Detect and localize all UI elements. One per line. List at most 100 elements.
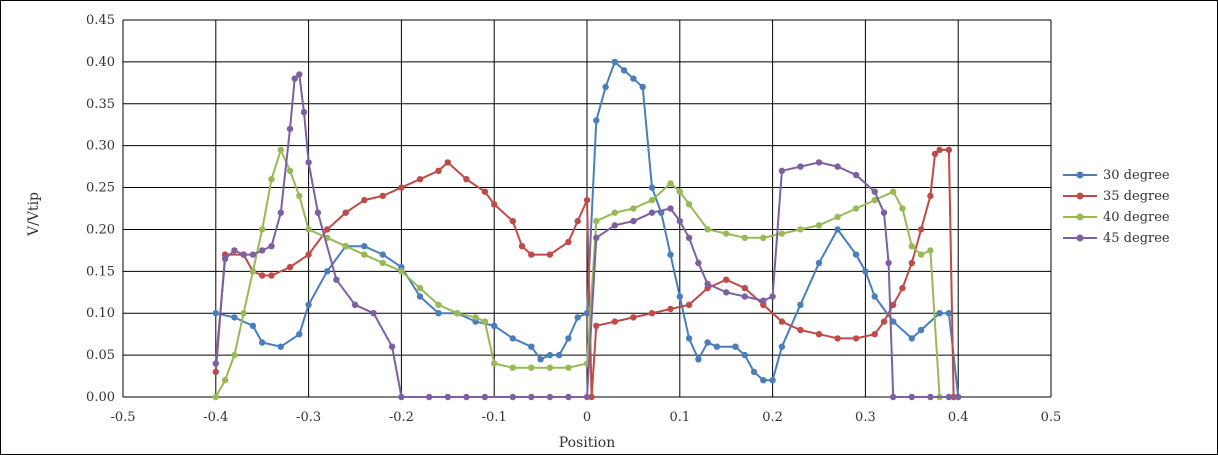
data-point (797, 301, 804, 308)
data-point (704, 280, 711, 288)
data-point (491, 322, 498, 329)
series-line (214, 72, 959, 398)
data-point (713, 343, 721, 350)
data-point (361, 196, 368, 204)
legend-swatch-marker (1076, 213, 1084, 221)
data-point (834, 335, 841, 342)
data-point (491, 360, 498, 367)
y-tick-label: 0.10 (86, 306, 115, 321)
data-point (481, 318, 489, 325)
data-point (333, 276, 340, 283)
legend-label: 40 degree (1103, 210, 1170, 225)
data-point (797, 326, 804, 334)
data-point (509, 393, 516, 401)
legend-swatch-marker (1076, 234, 1084, 242)
x-tick-label: 0.2 (762, 410, 783, 425)
data-point (398, 393, 405, 401)
data-point (435, 310, 442, 317)
data-point (416, 176, 424, 183)
x-tick-label: -0.4 (203, 410, 228, 425)
data-point (379, 251, 386, 258)
data-point (741, 284, 748, 292)
data-point (593, 234, 600, 241)
data-point (852, 205, 860, 212)
data-point (231, 351, 238, 359)
data-point (797, 226, 804, 233)
data-point (611, 318, 618, 325)
data-point (546, 351, 554, 359)
data-point (583, 196, 591, 204)
data-point (931, 150, 939, 158)
data-point (611, 209, 618, 216)
data-point (463, 393, 470, 401)
data-point (472, 314, 479, 321)
x-tick-label: -0.3 (296, 410, 321, 425)
data-point (620, 67, 628, 74)
x-axis-title: Position (559, 435, 616, 451)
data-point (444, 159, 451, 166)
x-tick-label: -0.2 (389, 410, 414, 425)
data-point (398, 184, 405, 191)
data-point (899, 284, 906, 292)
data-point (648, 310, 656, 317)
data-point (648, 184, 656, 191)
data-point (890, 301, 897, 308)
data-point (685, 234, 693, 241)
legend-label: 45 degree (1103, 231, 1170, 246)
data-point (305, 159, 312, 166)
y-tick-label: 0.00 (86, 390, 115, 405)
data-point (593, 117, 600, 124)
data-point (379, 192, 386, 200)
data-point (760, 377, 767, 384)
data-point (852, 251, 860, 258)
legend-item: 30 degree (1063, 168, 1170, 183)
data-point (667, 305, 674, 313)
data-point (416, 293, 424, 300)
data-point (314, 209, 322, 216)
data-point (565, 393, 572, 401)
data-point (240, 251, 247, 258)
data-point (908, 259, 915, 267)
data-point (871, 293, 878, 300)
data-point (648, 209, 656, 216)
series-45-degree (212, 71, 962, 401)
data-point (815, 222, 823, 229)
data-point (268, 176, 275, 183)
data-point (871, 188, 878, 195)
data-point (481, 188, 489, 195)
data-point (212, 393, 219, 401)
y-tick-label: 0.30 (86, 139, 115, 154)
x-tick-label: 0 (583, 410, 591, 425)
legend-swatch-marker (1076, 171, 1084, 179)
data-point (221, 255, 229, 262)
series-layer (212, 58, 962, 401)
data-point (778, 318, 786, 325)
data-point (351, 301, 359, 308)
data-point (880, 209, 888, 216)
data-point (249, 251, 257, 258)
data-point (212, 360, 219, 367)
x-tick-label: 0.4 (948, 410, 969, 425)
y-axis-title: V/Vtip (26, 192, 42, 237)
data-point (509, 364, 516, 371)
data-point (602, 83, 609, 91)
data-point (444, 393, 451, 401)
data-point (908, 393, 915, 401)
data-point (778, 230, 786, 237)
data-point (732, 343, 739, 350)
data-point (370, 310, 377, 317)
data-point (630, 217, 637, 225)
data-point (815, 259, 823, 267)
y-tick-label: 0.05 (86, 348, 115, 363)
data-point (296, 331, 303, 338)
data-point (556, 351, 563, 359)
data-point (324, 268, 331, 275)
data-point (852, 335, 860, 342)
data-point (852, 171, 860, 179)
x-tick-label: -0.5 (110, 410, 135, 425)
data-point (611, 222, 618, 229)
data-point (704, 339, 711, 346)
data-point (695, 356, 702, 363)
data-point (630, 75, 637, 82)
